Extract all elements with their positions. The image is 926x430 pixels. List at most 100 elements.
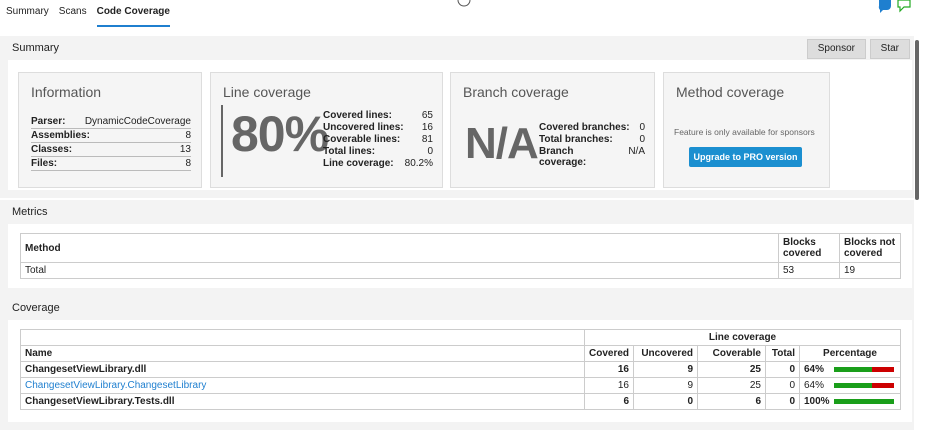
line-list: Covered lines: 65 Uncovered lines: 16 Covera… [323,109,433,169]
information-card: Information Parser: DynamicCodeCoverage As… [18,72,202,188]
cell: 19 [839,262,901,279]
kv-label: Uncovered lines: [323,121,404,133]
chat-icons [878,0,911,13]
header-row: Method Blocks covered Blocks not covered [20,233,901,263]
coverage-header: Coverage [0,296,914,320]
column-header: Percentage [799,345,901,362]
kv-row: Branch coverage: N/A [539,145,645,168]
kv-row: Total branches: 0 [539,133,645,145]
covered-cell: 16 [583,377,635,394]
percentage-cell: 64% [799,377,901,394]
empty-header [20,329,585,346]
kv-row: Covered branches: 0 [539,121,645,133]
column-header: Coverable [697,345,766,362]
column-header: Total [765,345,800,362]
assembly-name: ChangesetViewLibrary.dll [25,364,147,375]
kv-row: Parser: DynamicCodeCoverage [31,115,191,129]
kv-row: Assemblies: 8 [31,129,191,143]
kv-value: 13 [179,144,191,155]
metrics-header: Metrics [0,200,914,224]
percentage-cell: 64% [799,361,901,378]
tab[interactable]: Code Coverage [96,6,170,27]
sponsor-note: Feature is only available for sponsors [674,127,815,137]
kv-label: Parser: [31,116,66,127]
covered-bar [834,398,894,404]
name-cell: ChangesetViewLibrary.dll [20,361,585,378]
upgrade-button[interactable]: Upgrade to PRO version [689,147,802,167]
section-title: Coverage [12,302,60,314]
kv-label: Coverable lines: [323,133,401,145]
branch-list: Covered branches: 0 Total branches: 0 Branch… [539,121,645,168]
total-cell: 0 [765,377,800,394]
kv-value: 80.2% [404,157,433,169]
section-title: Metrics [12,206,48,218]
column-header: Blocks covered [778,233,840,263]
section-title: Summary [12,42,60,54]
coverage-table: Line coverage Name Covered Uncovered Coverab… [20,329,902,410]
kv-row: Total lines: 0 [323,145,433,157]
column-header: Blocks not covered [839,233,901,263]
card-title: Line coverage [223,84,311,100]
kv-label: Total branches: [539,133,613,145]
kv-label: Line coverage: [323,157,394,169]
header-row: Name Covered Uncovered Coverable Total Percen… [20,345,901,362]
coverage-bar [834,382,894,388]
data-row: ChangesetViewLibrary.dll 16 9 25 0 64% [20,361,901,378]
data-row: ChangesetViewLibrary.Tests.dll 6 0 6 0 100% [20,393,901,410]
uncovered-cell: 9 [633,361,698,378]
kv-value: N/A [628,145,645,157]
kv-value: 16 [421,121,433,133]
kv-label: Covered lines: [323,109,392,121]
cell: 53 [778,262,840,279]
uncovered-cell: 9 [633,377,698,394]
tab[interactable]: Scans [58,6,87,17]
coverable-cell: 6 [697,393,766,410]
kv-label: Assemblies: [31,130,90,141]
covered-cell: 6 [583,393,635,410]
kv-label: Total lines: [323,145,376,157]
handle [457,0,471,7]
line-coverage-card: Line coverage 80% Covered lines: 65 Uncove… [210,72,443,188]
coverage-bar [834,398,894,404]
coverable-cell: 25 [697,377,766,394]
kv-value: 81 [421,133,433,145]
tab[interactable]: Summary [6,6,49,17]
covered-cell: 16 [583,361,635,378]
method-coverage-card: Method coverage Feature is only availabl… [663,72,830,188]
percentage-cell: 100% [799,393,901,410]
scrollbar[interactable] [915,40,919,200]
kv-value: 0 [639,121,645,133]
kv-row: Files: 8 [31,157,191,171]
covered-bar [834,382,873,388]
data-row: Total 53 19 [20,262,901,279]
info-list: Parser: DynamicCodeCoverage Assemblies: 8 Cl… [31,115,191,171]
column-header: Name [20,345,585,362]
kv-label: Classes: [31,144,73,155]
coverage-bar [834,366,894,372]
star-button[interactable]: Star [869,39,910,59]
kv-value: 8 [185,130,191,141]
column-header: Uncovered [633,345,698,362]
kv-label: Files: [31,158,58,169]
kv-value: 65 [421,109,433,121]
tab-bar: Summary Scans Code Coverage [6,6,170,27]
big-percentage: N/A [465,119,539,168]
covered-bar [834,366,873,372]
kv-value: DynamicCodeCoverage [84,116,191,127]
class-link[interactable]: ChangesetViewLibrary.ChangesetLibrary [25,380,207,391]
column-header: Method [20,233,779,263]
card-title: Information [31,84,102,100]
kv-row: Uncovered lines: 16 [323,121,433,133]
kv-row: Covered lines: 65 [323,109,433,121]
divider [221,105,223,177]
uncovered-cell: 0 [633,393,698,410]
name-cell: ChangesetViewLibrary.ChangesetLibrary [20,377,585,394]
kv-value: 0 [427,145,433,157]
kv-value: 8 [185,158,191,169]
kv-row: Classes: 13 [31,143,191,157]
group-header: Line coverage [583,329,902,346]
kv-label: Covered branches: [539,121,630,133]
sponsor-button[interactable]: Sponsor [806,39,866,59]
